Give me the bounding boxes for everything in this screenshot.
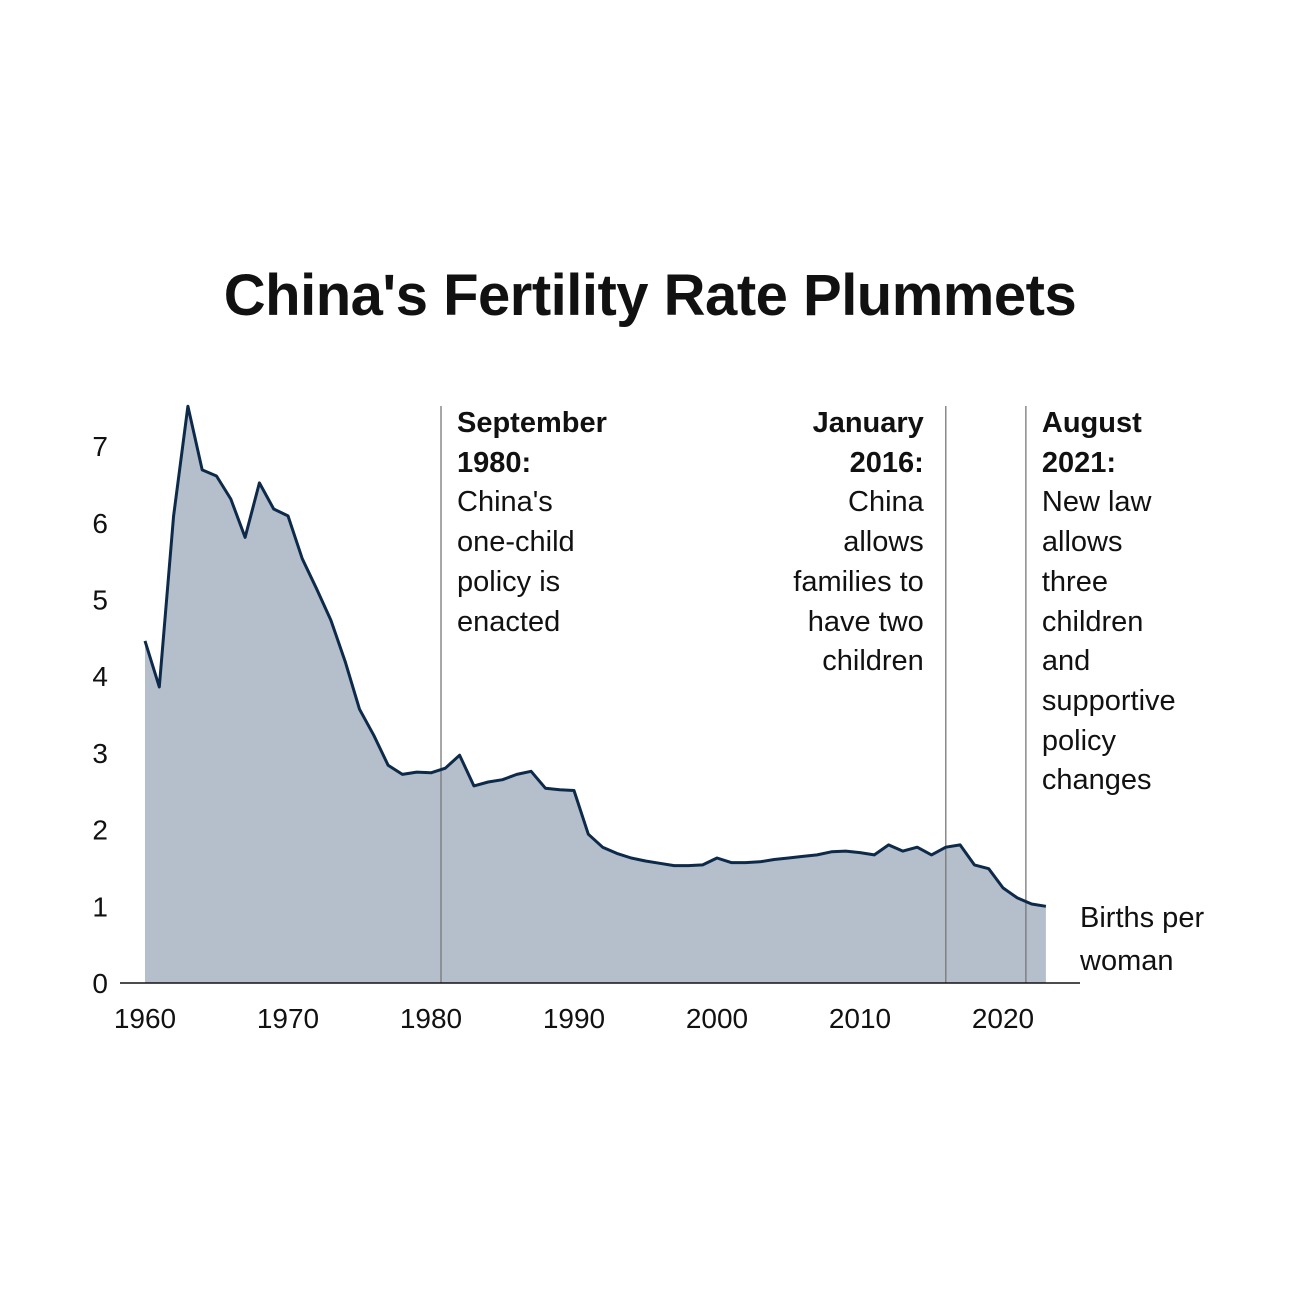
unit-label-line: Births per xyxy=(1080,902,1205,934)
x-tick-label: 1990 xyxy=(543,1003,605,1034)
y-tick-label: 4 xyxy=(92,661,108,692)
annotation-text: one-child xyxy=(457,526,575,559)
y-tick-label: 3 xyxy=(92,738,108,769)
y-tick-label: 2 xyxy=(92,815,108,846)
fertility-line xyxy=(143,404,1047,908)
area-fill xyxy=(145,406,1046,983)
annotation-text: three xyxy=(1041,565,1108,598)
x-tick-label: 2020 xyxy=(972,1003,1034,1034)
chart-title: China's Fertility Rate Plummets xyxy=(223,263,1077,328)
annotation-text: children xyxy=(822,645,924,678)
annotation-text: and xyxy=(1041,645,1091,678)
annotation-heading: 1980: xyxy=(457,446,532,479)
annotation-heading: January xyxy=(812,407,924,439)
annotation-text: allows xyxy=(1041,526,1123,559)
y-tick-label: 7 xyxy=(92,431,108,462)
unit-label-line: woman xyxy=(1080,945,1174,977)
annotation-text: enacted xyxy=(457,605,561,638)
x-tick-label: 1980 xyxy=(400,1003,462,1034)
annotation-text: China's xyxy=(457,486,553,519)
y-tick-label: 1 xyxy=(92,891,108,922)
annotation-heading: 2016: xyxy=(849,446,924,479)
annotation-text: New law xyxy=(1041,486,1152,519)
annotation-text: policy xyxy=(1041,724,1117,757)
y-tick-label: 0 xyxy=(92,968,108,999)
annotation-text: families to xyxy=(793,565,924,598)
annotation-text: China xyxy=(848,486,924,519)
annotation-heading: September xyxy=(457,407,607,439)
y-tick-label: 5 xyxy=(92,585,108,616)
x-tick-label: 2000 xyxy=(686,1003,748,1034)
y-tick-label: 6 xyxy=(92,508,108,539)
annotation: September 1980: China's one-child policy is e… xyxy=(457,404,607,642)
annotation: August 2021: New law allows three children and… xyxy=(1042,404,1176,801)
annotation: January 2016: China allows families to have t… xyxy=(793,404,924,682)
annotation-text: changes xyxy=(1041,764,1152,797)
annotation-text: have two xyxy=(807,605,924,638)
unit-label: Births per woman xyxy=(1080,897,1204,983)
annotation-heading: 2021: xyxy=(1041,446,1117,479)
x-tick-label: 1960 xyxy=(114,1003,176,1034)
x-tick-label: 1970 xyxy=(257,1003,319,1034)
annotation-text: supportive xyxy=(1041,684,1176,717)
annotation-text: allows xyxy=(843,526,924,559)
x-tick-label: 2010 xyxy=(829,1003,891,1034)
annotation-text: policy is xyxy=(457,565,561,598)
annotation-text: children xyxy=(1041,605,1144,638)
annotation-heading: August xyxy=(1041,407,1142,439)
